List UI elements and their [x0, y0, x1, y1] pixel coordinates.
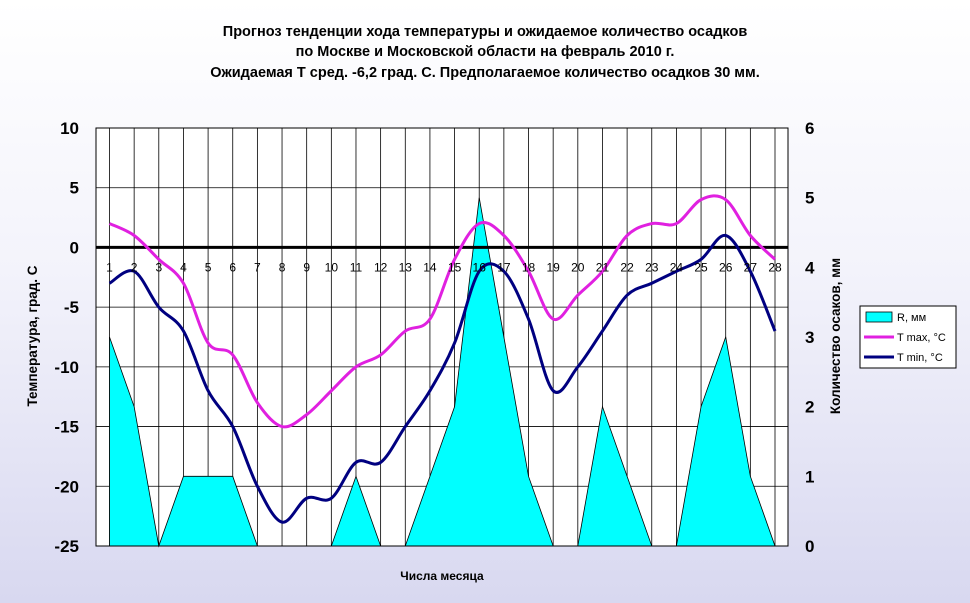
temperature-lines	[108, 194, 777, 524]
day-label: 10	[325, 260, 339, 274]
y-tick-label: -10	[54, 358, 79, 377]
day-label: 26	[719, 260, 733, 274]
day-label: 6	[229, 260, 236, 274]
y-tick-label: -5	[64, 298, 79, 317]
title-line-3: Ожидаемая Т сред. -6,2 град. С. Предпола…	[210, 65, 760, 81]
day-label: 5	[205, 260, 212, 274]
day-label: 22	[620, 260, 634, 274]
y2-tick-label: 5	[805, 189, 814, 208]
day-label: 17	[497, 260, 511, 274]
y-tick-label: -15	[54, 418, 79, 437]
x-axis-title: Числа месяца	[400, 569, 484, 583]
legend-label-tmin: T min, °C	[897, 352, 943, 364]
y-tick-label: 10	[60, 119, 79, 138]
day-label: 25	[694, 260, 708, 274]
tmin-line	[108, 233, 777, 524]
day-label: 16	[473, 260, 487, 274]
day-label: 14	[423, 260, 437, 274]
legend: R, мм T max, °C T min, °C	[859, 305, 957, 369]
day-label: 2	[131, 260, 138, 274]
y-tick-label: -20	[54, 477, 79, 496]
y2-tick-label: 1	[805, 467, 814, 486]
day-label: 24	[670, 260, 684, 274]
day-label: 12	[374, 260, 388, 274]
day-label: 9	[303, 260, 310, 274]
title-line-2: по Москве и Московской области на феврал…	[296, 44, 675, 60]
day-label: 21	[596, 260, 610, 274]
day-label: 8	[279, 260, 286, 274]
plot-border	[95, 127, 789, 547]
y-tick-label: 0	[70, 238, 79, 257]
day-label: 7	[254, 260, 261, 274]
title-line-1: Прогноз тенденции хода температуры и ожи…	[223, 24, 748, 40]
y-tick-label: 5	[70, 179, 79, 198]
legend-label-r: R, мм	[897, 312, 926, 324]
day-label: 19	[546, 260, 560, 274]
day-label: 28	[768, 260, 782, 274]
y2-tick-label: 2	[805, 398, 814, 417]
day-label: 13	[399, 260, 413, 274]
day-label: 20	[571, 260, 585, 274]
y2-tick-label: 6	[805, 119, 814, 138]
day-label: 3	[155, 260, 162, 274]
y-axis-title: Температура, град. С	[25, 265, 40, 406]
right-axis-ticks: 6 5 4 3 2 1 0	[805, 119, 815, 556]
legend-label-tmax: T max, °C	[897, 332, 946, 344]
precipitation-area	[109, 197, 776, 548]
tmax-line	[108, 194, 777, 429]
y-tick-label: -25	[54, 537, 79, 556]
day-label: 23	[645, 260, 659, 274]
y2-axis-title: Количество осаков, мм	[828, 258, 843, 414]
day-label: 27	[744, 260, 758, 274]
y2-tick-label: 3	[805, 328, 814, 347]
day-labels: 1 2 3 4 5 6 7 8 9 10 11 12 13 14 15 16 17 18 19 20 21 22 23 24 2…	[106, 260, 782, 274]
day-label: 4	[180, 260, 187, 274]
y2-tick-label: 0	[805, 537, 814, 556]
day-label: 15	[448, 260, 462, 274]
precipitation-series	[109, 197, 776, 548]
y2-tick-label: 4	[805, 258, 815, 277]
day-label: 18	[522, 260, 536, 274]
left-axis-ticks: 10 5 0 -5 -10 -15 -20 -25	[54, 119, 79, 556]
day-label: 11	[350, 260, 363, 274]
day-label: 1	[106, 260, 113, 274]
chart-title: Прогноз тенденции хода температуры и ожи…	[210, 24, 760, 81]
legend-swatch-r	[865, 311, 893, 323]
